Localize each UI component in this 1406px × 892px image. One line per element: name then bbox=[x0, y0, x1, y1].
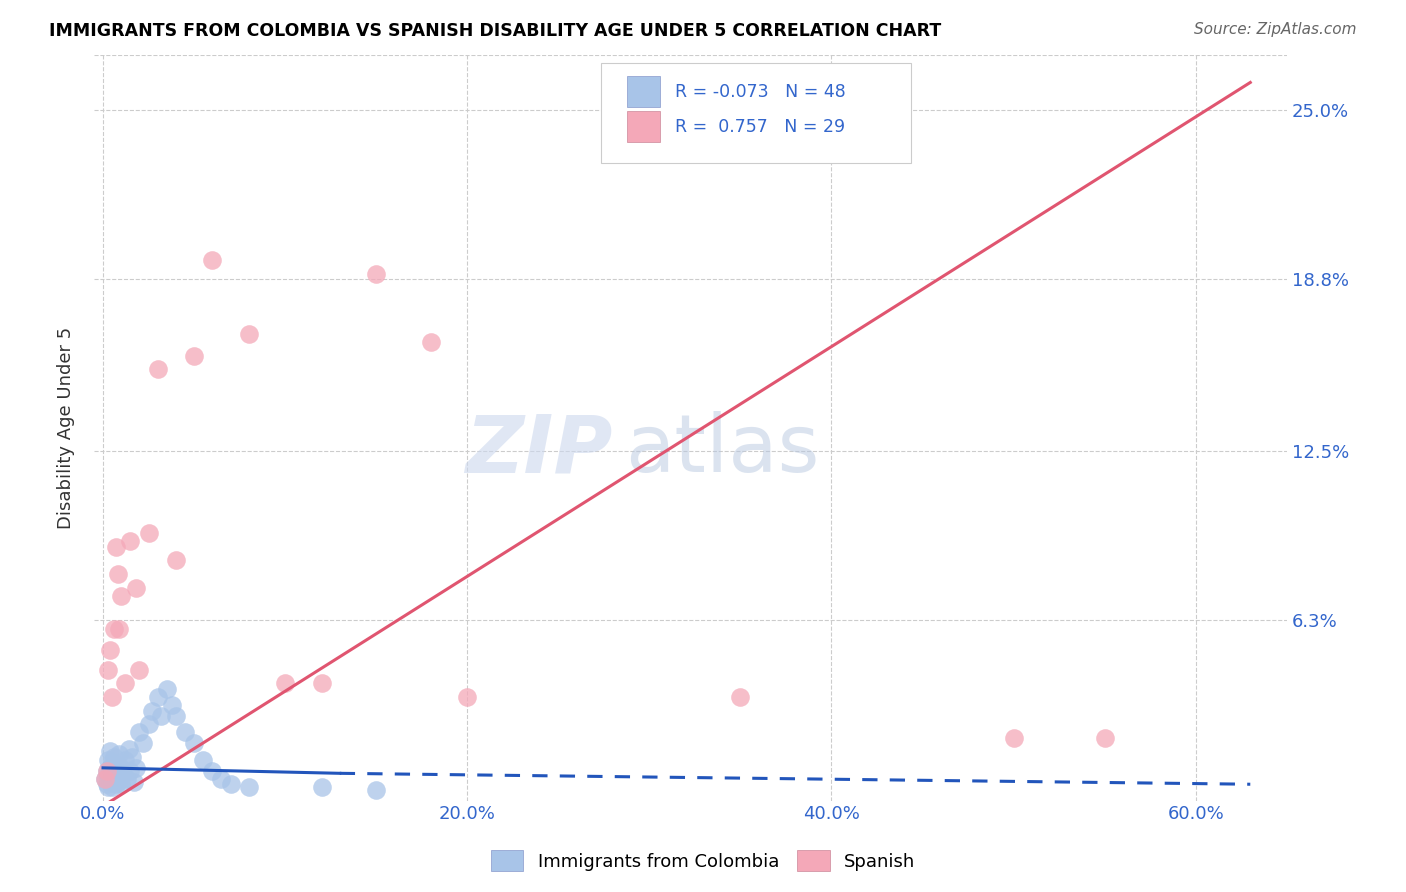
Point bbox=[96, 764, 118, 778]
Point bbox=[120, 534, 142, 549]
Point bbox=[1002, 731, 1025, 745]
Point bbox=[856, 144, 879, 158]
Point bbox=[238, 780, 260, 794]
Point bbox=[311, 676, 333, 690]
Point bbox=[201, 764, 224, 778]
Point bbox=[238, 326, 260, 341]
Point bbox=[98, 643, 121, 657]
Point bbox=[183, 349, 205, 363]
Point bbox=[150, 709, 173, 723]
Point bbox=[132, 736, 155, 750]
Point bbox=[128, 725, 150, 739]
Point bbox=[97, 753, 120, 767]
Text: R = -0.073   N = 48: R = -0.073 N = 48 bbox=[675, 83, 845, 101]
Point bbox=[101, 766, 124, 780]
Point bbox=[103, 772, 125, 786]
Point bbox=[183, 736, 205, 750]
Point bbox=[117, 741, 139, 756]
Point bbox=[103, 622, 125, 636]
Text: atlas: atlas bbox=[624, 411, 820, 489]
FancyBboxPatch shape bbox=[627, 111, 661, 143]
Point bbox=[108, 622, 131, 636]
Point bbox=[104, 764, 127, 778]
Point bbox=[128, 663, 150, 677]
Point bbox=[138, 717, 160, 731]
Point bbox=[107, 566, 129, 581]
Point bbox=[110, 761, 132, 775]
Point bbox=[101, 756, 124, 770]
FancyBboxPatch shape bbox=[627, 76, 661, 107]
Point bbox=[209, 772, 232, 786]
Point bbox=[141, 704, 163, 718]
Point bbox=[101, 690, 124, 704]
Point bbox=[96, 764, 118, 778]
Point bbox=[98, 774, 121, 789]
Point bbox=[107, 758, 129, 772]
Point bbox=[730, 690, 752, 704]
Text: ZIP: ZIP bbox=[465, 411, 613, 489]
FancyBboxPatch shape bbox=[600, 62, 911, 163]
Point bbox=[98, 761, 121, 775]
Point bbox=[97, 769, 120, 783]
Point bbox=[146, 362, 169, 376]
Point bbox=[193, 753, 215, 767]
Point bbox=[97, 780, 120, 794]
Point bbox=[122, 774, 145, 789]
Point bbox=[174, 725, 197, 739]
Point bbox=[101, 780, 124, 794]
Point bbox=[112, 766, 135, 780]
Point bbox=[108, 747, 131, 762]
Point bbox=[104, 540, 127, 554]
Text: Source: ZipAtlas.com: Source: ZipAtlas.com bbox=[1194, 22, 1357, 37]
Y-axis label: Disability Age Under 5: Disability Age Under 5 bbox=[58, 326, 75, 529]
Point bbox=[125, 581, 148, 595]
Point bbox=[219, 777, 242, 791]
Point bbox=[104, 777, 127, 791]
Point bbox=[108, 769, 131, 783]
Point bbox=[311, 780, 333, 794]
Point bbox=[120, 764, 142, 778]
Point bbox=[110, 777, 132, 791]
Point bbox=[103, 750, 125, 764]
Point bbox=[156, 681, 179, 696]
Legend: Immigrants from Colombia, Spanish: Immigrants from Colombia, Spanish bbox=[484, 843, 922, 879]
Text: IMMIGRANTS FROM COLOMBIA VS SPANISH DISABILITY AGE UNDER 5 CORRELATION CHART: IMMIGRANTS FROM COLOMBIA VS SPANISH DISA… bbox=[49, 22, 942, 40]
Point bbox=[1094, 731, 1116, 745]
Point bbox=[110, 589, 132, 603]
Point bbox=[201, 252, 224, 267]
Point bbox=[121, 750, 143, 764]
Point bbox=[98, 744, 121, 758]
Point bbox=[94, 772, 117, 786]
Point bbox=[97, 663, 120, 677]
Point bbox=[94, 772, 117, 786]
Point bbox=[138, 526, 160, 541]
Point bbox=[366, 267, 388, 281]
Point bbox=[146, 690, 169, 704]
Point bbox=[115, 772, 138, 786]
Point bbox=[96, 777, 118, 791]
Point bbox=[165, 553, 187, 567]
Text: R =  0.757   N = 29: R = 0.757 N = 29 bbox=[675, 118, 845, 136]
Point bbox=[125, 761, 148, 775]
Point bbox=[456, 690, 478, 704]
Point bbox=[114, 676, 136, 690]
Point bbox=[114, 753, 136, 767]
Point bbox=[419, 334, 441, 349]
Point bbox=[274, 676, 297, 690]
Point bbox=[366, 782, 388, 797]
Point bbox=[160, 698, 183, 712]
Point bbox=[107, 774, 129, 789]
Point bbox=[165, 709, 187, 723]
